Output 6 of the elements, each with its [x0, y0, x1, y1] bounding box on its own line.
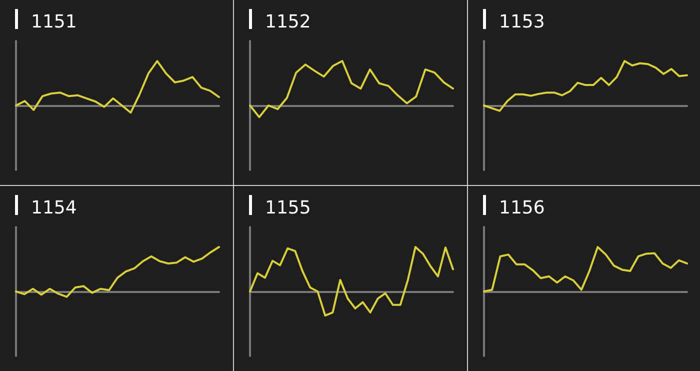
chart-title: 1156 — [499, 198, 545, 218]
chart-title: 1155 — [265, 198, 311, 218]
chart-title: 1151 — [31, 12, 77, 32]
chart-title: 1154 — [31, 198, 77, 218]
chart-title: 1153 — [499, 12, 545, 32]
chart-title: 1152 — [265, 12, 311, 32]
